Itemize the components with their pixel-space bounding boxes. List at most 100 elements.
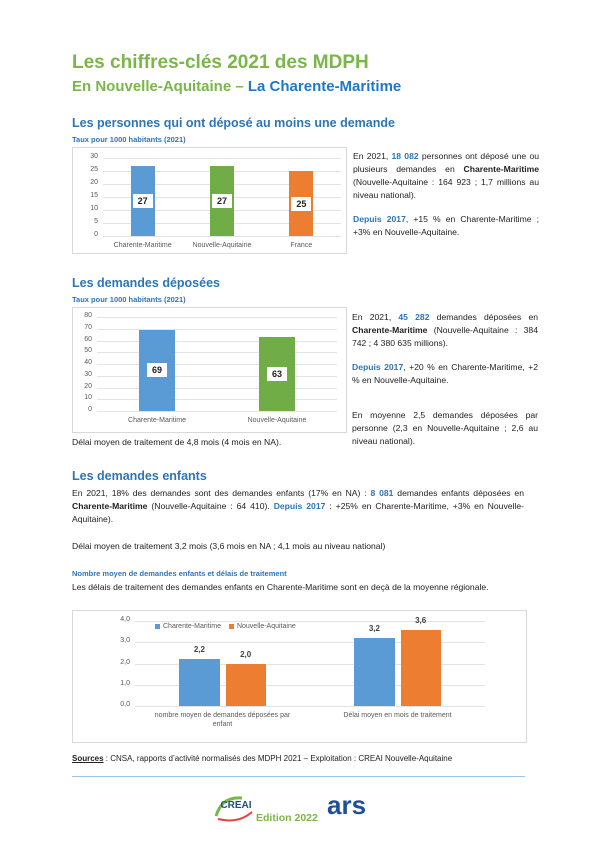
text-run: , +15 % en Charente-Maritime ; +3% en No… bbox=[353, 214, 539, 237]
text-run: Depuis 2017 bbox=[352, 362, 404, 372]
chart-title: Nombre moyen de demandes enfants et déla… bbox=[72, 569, 287, 578]
text-run: personnes ont déposé une ou plusieurs de… bbox=[353, 151, 539, 174]
grid-line bbox=[97, 317, 337, 318]
grid-line bbox=[135, 642, 485, 644]
x-tick-label: nombre moyen de demandes déposées par en… bbox=[154, 712, 291, 728]
edition: Edition 2022 bbox=[256, 812, 318, 824]
text-run: Délai moyen de traitement 3,2 mois (3,6 … bbox=[72, 541, 386, 551]
grid-line bbox=[135, 663, 485, 665]
section-heading: Les demandes enfants bbox=[72, 469, 207, 483]
y-tick-label: 3,0 bbox=[120, 637, 130, 645]
text-run: Charente-Maritime bbox=[463, 164, 539, 174]
y-tick-label: 15 bbox=[90, 192, 98, 199]
grid-line bbox=[97, 387, 337, 389]
subtitle: En Nouvelle-Aquitaine – La Charente-Mari… bbox=[72, 78, 401, 95]
data-label: 2,0 bbox=[240, 649, 252, 659]
bar bbox=[354, 638, 395, 706]
text-run: Depuis 2017 bbox=[273, 501, 326, 511]
text-run: Délai moyen de traitement de 4,8 mois (4… bbox=[72, 437, 282, 447]
y-tick-label: 10 bbox=[84, 394, 92, 402]
legend-label: Nouvelle-Aquitaine bbox=[236, 623, 296, 630]
text-run: En 2021, bbox=[353, 151, 392, 161]
logo-right: ars bbox=[327, 790, 366, 820]
sources: Sources : CNSA, rapports d’activité norm… bbox=[72, 752, 452, 765]
grid-line bbox=[135, 621, 485, 622]
paragraph: Délai moyen de traitement 3,2 mois (3,6 … bbox=[72, 540, 385, 553]
text-run: En Nouvelle-Aquitaine – bbox=[72, 78, 248, 95]
x-tick-label: Charente-Maritime bbox=[128, 417, 186, 424]
text-run: En moyenne 2,5 demandes déposées par per… bbox=[352, 410, 538, 446]
grid-line bbox=[97, 375, 337, 377]
title: Les chiffres-clés 2021 des MDPH bbox=[72, 52, 369, 73]
y-tick-label: 30 bbox=[84, 370, 92, 378]
chart-subtitle: Taux pour 1000 habitants (2021) bbox=[72, 135, 186, 144]
x-tick-label: France bbox=[290, 242, 313, 249]
legend: Charente-Maritime Nouvelle-Aquitaine bbox=[155, 623, 296, 630]
paragraph: En moyenne 2,5 demandes déposées par per… bbox=[352, 409, 538, 448]
text-run: demandes déposées en bbox=[429, 312, 538, 322]
y-tick-label: 20 bbox=[84, 382, 92, 390]
x-tick-label: Nouvelle-Aquitaine bbox=[247, 417, 307, 424]
legend-swatch bbox=[228, 624, 234, 629]
chart-subtitle: Taux pour 1000 habitants (2021) bbox=[72, 295, 186, 304]
text-run: Les délais de traitement des demandes en… bbox=[72, 582, 489, 592]
y-tick-label: 10 bbox=[90, 205, 98, 212]
grid-line bbox=[97, 352, 337, 354]
grid-line bbox=[97, 364, 337, 365]
text-run: (Nouvelle-Aquitaine : 164 923 ; 1,7 mill… bbox=[353, 177, 539, 200]
data-label: 27 bbox=[132, 193, 153, 208]
section-heading: Les demandes déposées bbox=[72, 276, 220, 290]
chart: 0 5 10 15 20 25 30 Charente-Maritime 27 Nouvelle-… bbox=[72, 147, 347, 254]
grid-line bbox=[103, 236, 341, 237]
grid-line bbox=[103, 158, 341, 159]
text-run: La Charente-Maritime bbox=[247, 78, 402, 95]
y-tick-label: 30 bbox=[90, 153, 98, 160]
logo-left: CREAI bbox=[214, 796, 253, 822]
chart: 0 10 20 30 40 50 60 70 80 Charente-Maritime 69 Nouv… bbox=[72, 307, 347, 433]
text-run: Charente-Maritime bbox=[352, 325, 428, 335]
grid-line bbox=[97, 399, 337, 401]
legend-item: Charente-Maritime bbox=[155, 623, 221, 630]
bar bbox=[225, 663, 266, 706]
text-run: Charente-Maritime bbox=[72, 501, 148, 511]
data-label: 25 bbox=[291, 196, 312, 211]
logo-text: ars bbox=[327, 790, 366, 820]
grid-line bbox=[97, 328, 337, 330]
text-run: 18 082 bbox=[391, 151, 419, 161]
grid-line bbox=[97, 411, 337, 412]
paragraph: En 2021, 18% des demandes sont des deman… bbox=[72, 487, 524, 526]
y-tick-label: 20 bbox=[90, 179, 98, 186]
paragraph: Depuis 2017, +20 % en Charente-Maritime,… bbox=[352, 361, 538, 387]
y-tick-label: 0,0 bbox=[120, 701, 130, 708]
legend-label: Charente-Maritime bbox=[163, 623, 221, 630]
paragraph: Les délais de traitement des demandes en… bbox=[72, 581, 524, 594]
text-run: En 2021, bbox=[352, 312, 399, 322]
legend-item: Nouvelle-Aquitaine bbox=[228, 623, 296, 630]
paragraph: En 2021, 18 082 personnes ont déposé une… bbox=[353, 150, 539, 202]
text-run: En 2021, 18% des demandes sont des deman… bbox=[72, 488, 371, 498]
text-run: (Nouvelle-Aquitaine : 64 410). bbox=[147, 501, 274, 511]
y-tick-label: 50 bbox=[84, 347, 92, 355]
y-tick-label: 40 bbox=[84, 359, 92, 366]
text-run: demandes enfants déposées en bbox=[393, 488, 524, 498]
y-tick-label: 5 bbox=[94, 218, 98, 225]
chart: 0,0 1,0 2,0 3,0 4,0 nombre moyen de demandes … bbox=[72, 610, 527, 743]
bar bbox=[179, 659, 220, 706]
y-tick-label: 4,0 bbox=[120, 616, 130, 623]
text-run: 8 081 bbox=[370, 488, 394, 498]
text-run: Sources bbox=[72, 754, 104, 763]
x-tick-label: Délai moyen en mois de traitement bbox=[343, 712, 452, 719]
data-label: 27 bbox=[212, 193, 232, 208]
section-heading: Les personnes qui ont déposé au moins un… bbox=[72, 116, 395, 130]
text-run: (Nouvelle-Aquitaine : 384 742 ; 4 380 63… bbox=[352, 325, 538, 348]
grid-line bbox=[135, 706, 485, 707]
grid-line bbox=[97, 340, 337, 342]
x-tick-label: Nouvelle-Aquitaine bbox=[192, 242, 252, 249]
paragraph: Délai moyen de traitement de 4,8 mois (4… bbox=[72, 436, 281, 449]
text-run: , +20 % en Charente-Maritime, +2 % en No… bbox=[352, 362, 538, 385]
y-tick-label: 2,0 bbox=[120, 658, 130, 666]
bar bbox=[400, 629, 441, 706]
data-label: 3,2 bbox=[368, 624, 380, 633]
y-tick-label: 0 bbox=[88, 406, 92, 413]
